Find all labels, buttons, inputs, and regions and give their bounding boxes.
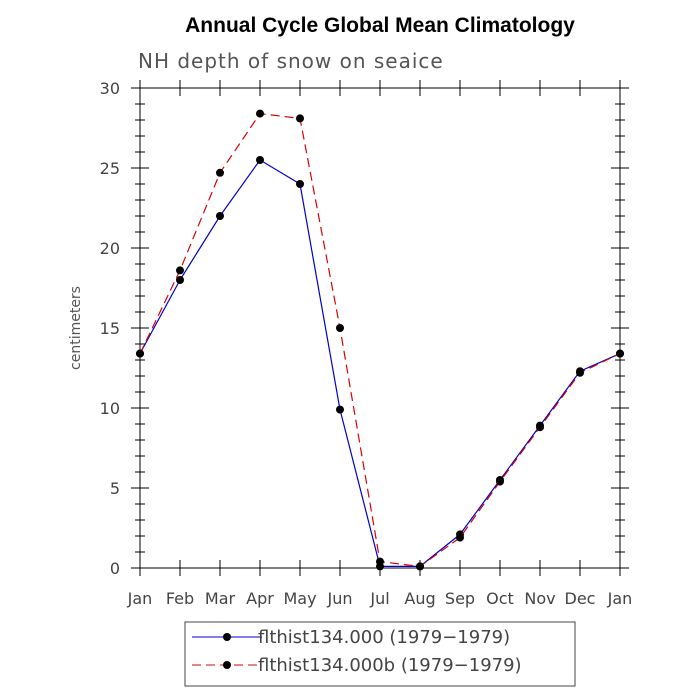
legend-label-2: flthist134.000b (1979−1979) [258,655,522,676]
data-point-s2-12 [616,349,624,358]
x-tick-label: Nov [524,589,555,608]
data-point-s2-8 [456,533,464,542]
y-tick-label: 25 [100,159,120,178]
data-point-s2-2 [216,168,224,177]
x-tick-label: Jul [369,589,389,608]
y-tick-label: 30 [100,79,120,98]
chart-subtitle: NH depth of snow on seaice [138,49,444,73]
legend-box [184,621,576,687]
y-tick-label: 15 [100,319,120,338]
data-point-s2-5 [336,324,344,332]
data-point-s2-10 [536,423,544,432]
x-tick-label: May [283,589,316,608]
series-line-1 [139,159,621,568]
series-layer [136,109,624,571]
x-tick-label: Sep [445,589,475,608]
x-tick-label: Apr [246,589,274,608]
data-point-s1-4 [296,180,304,188]
data-point-s2-1 [176,266,184,275]
y-tick-label: 0 [110,559,120,578]
legend: flthist134.000 (1979−1979) flthist134.00… [184,621,576,687]
x-tick-label: Feb [166,589,194,608]
x-tick-label: Jun [327,589,353,608]
x-tick-label: Jan [607,589,633,608]
x-tick-label: Jan [127,589,153,608]
data-point-s2-7 [416,562,424,571]
data-point-s1-5 [336,405,344,414]
x-tick-label: Mar [205,589,236,608]
y-axis-label: centimeters [68,286,84,370]
data-point-s2-9 [496,477,504,486]
legend-marker-1 [223,633,231,641]
data-point-s2-11 [576,368,584,377]
x-tick-label: Aug [404,589,435,608]
data-point-s2-6 [376,557,384,566]
data-point-s2-4 [296,114,304,123]
legend-label-1: flthist134.000 (1979−1979) [258,627,510,648]
data-point-s1-1 [176,276,184,284]
axis-ticks [131,80,629,576]
y-tick-labels: 0 5 10 15 20 25 30 [100,79,120,578]
data-point-s1-3 [256,156,264,164]
data-point-s1-2 [216,212,224,220]
chart-title: Annual Cycle Global Mean Climatology [185,14,575,37]
y-tick-label: 10 [100,399,120,418]
legend-marker-2 [223,661,231,669]
y-tick-label: 5 [110,479,120,498]
plot-frame [139,87,621,569]
x-tick-label: Oct [486,589,514,608]
data-point-s2-0 [136,349,144,358]
x-tick-label: Dec [565,589,596,608]
x-tick-labels: Jan Feb Mar Apr May Jun Jul Aug Sep Oct Nov Dec Jan [127,589,633,608]
data-point-s2-3 [256,109,264,118]
y-tick-label: 20 [100,239,120,258]
series-line-2 [139,112,621,568]
